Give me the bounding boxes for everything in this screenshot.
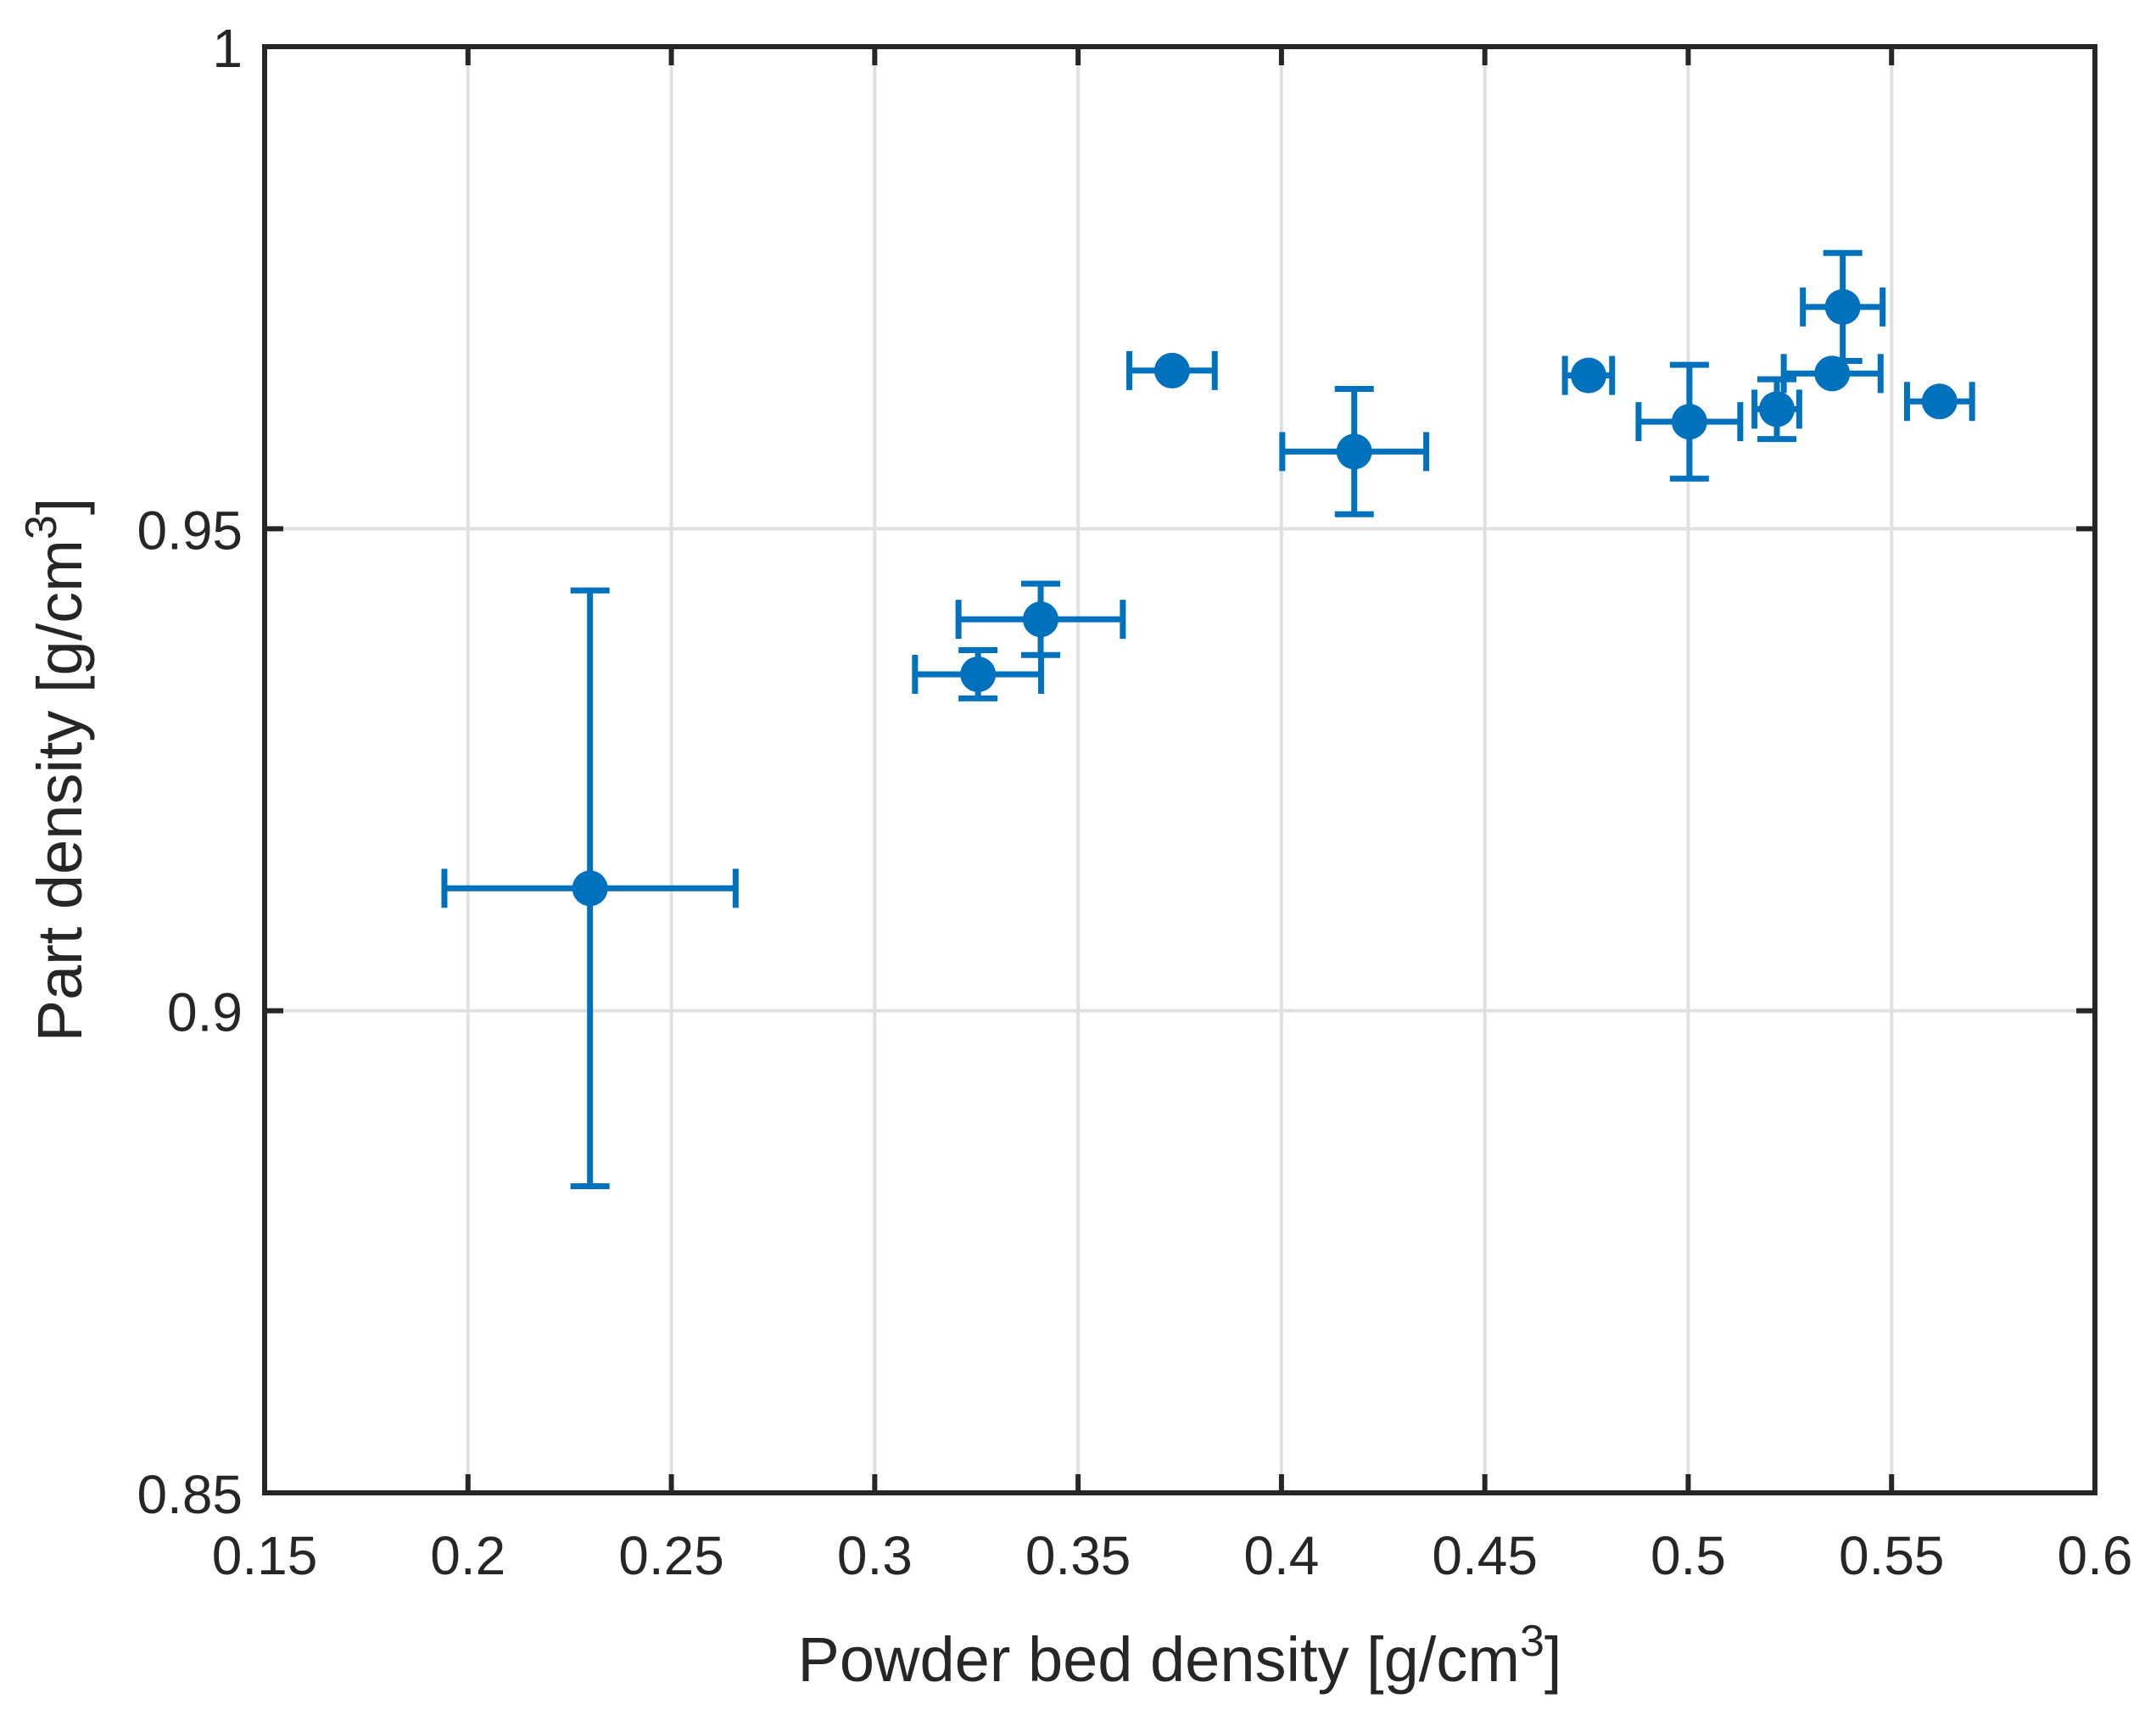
data-point-marker [1758, 391, 1795, 428]
data-point-marker [1153, 352, 1190, 388]
x-tick-label: 0.45 [1432, 1525, 1538, 1586]
data-point-marker [1336, 433, 1372, 470]
data-point-marker [1022, 601, 1058, 638]
data-point-marker [1570, 357, 1606, 394]
data-point-marker [572, 870, 608, 907]
x-tick-label: 0.5 [1651, 1525, 1726, 1586]
x-tick-label: 0.25 [618, 1525, 724, 1586]
data-point-marker [960, 656, 997, 692]
y-tick-label: 0.9 [167, 982, 243, 1043]
x-tick-label: 0.15 [212, 1525, 318, 1586]
x-axis-title: Powder bed density [g/cm3] [798, 1617, 1562, 1695]
y-axis-title: Part density [g/cm3] [17, 498, 95, 1042]
y-tick-label: 1 [212, 18, 243, 79]
data-point-marker [1671, 404, 1707, 440]
x-tick-label: 0.35 [1025, 1525, 1131, 1586]
x-tick-label: 0.6 [2058, 1525, 2133, 1586]
y-tick-label: 0.95 [137, 500, 243, 561]
x-tick-label: 0.55 [1839, 1525, 1945, 1586]
axes-box [262, 44, 2097, 1495]
x-tick-label: 0.3 [837, 1525, 913, 1586]
data-point-marker [1921, 383, 1958, 420]
y-tick-label: 0.85 [137, 1464, 243, 1525]
x-tick-label: 0.2 [430, 1525, 505, 1586]
data-point-marker [1824, 288, 1861, 325]
data-point-marker [1814, 355, 1851, 392]
x-tick-label: 0.4 [1243, 1525, 1319, 1586]
